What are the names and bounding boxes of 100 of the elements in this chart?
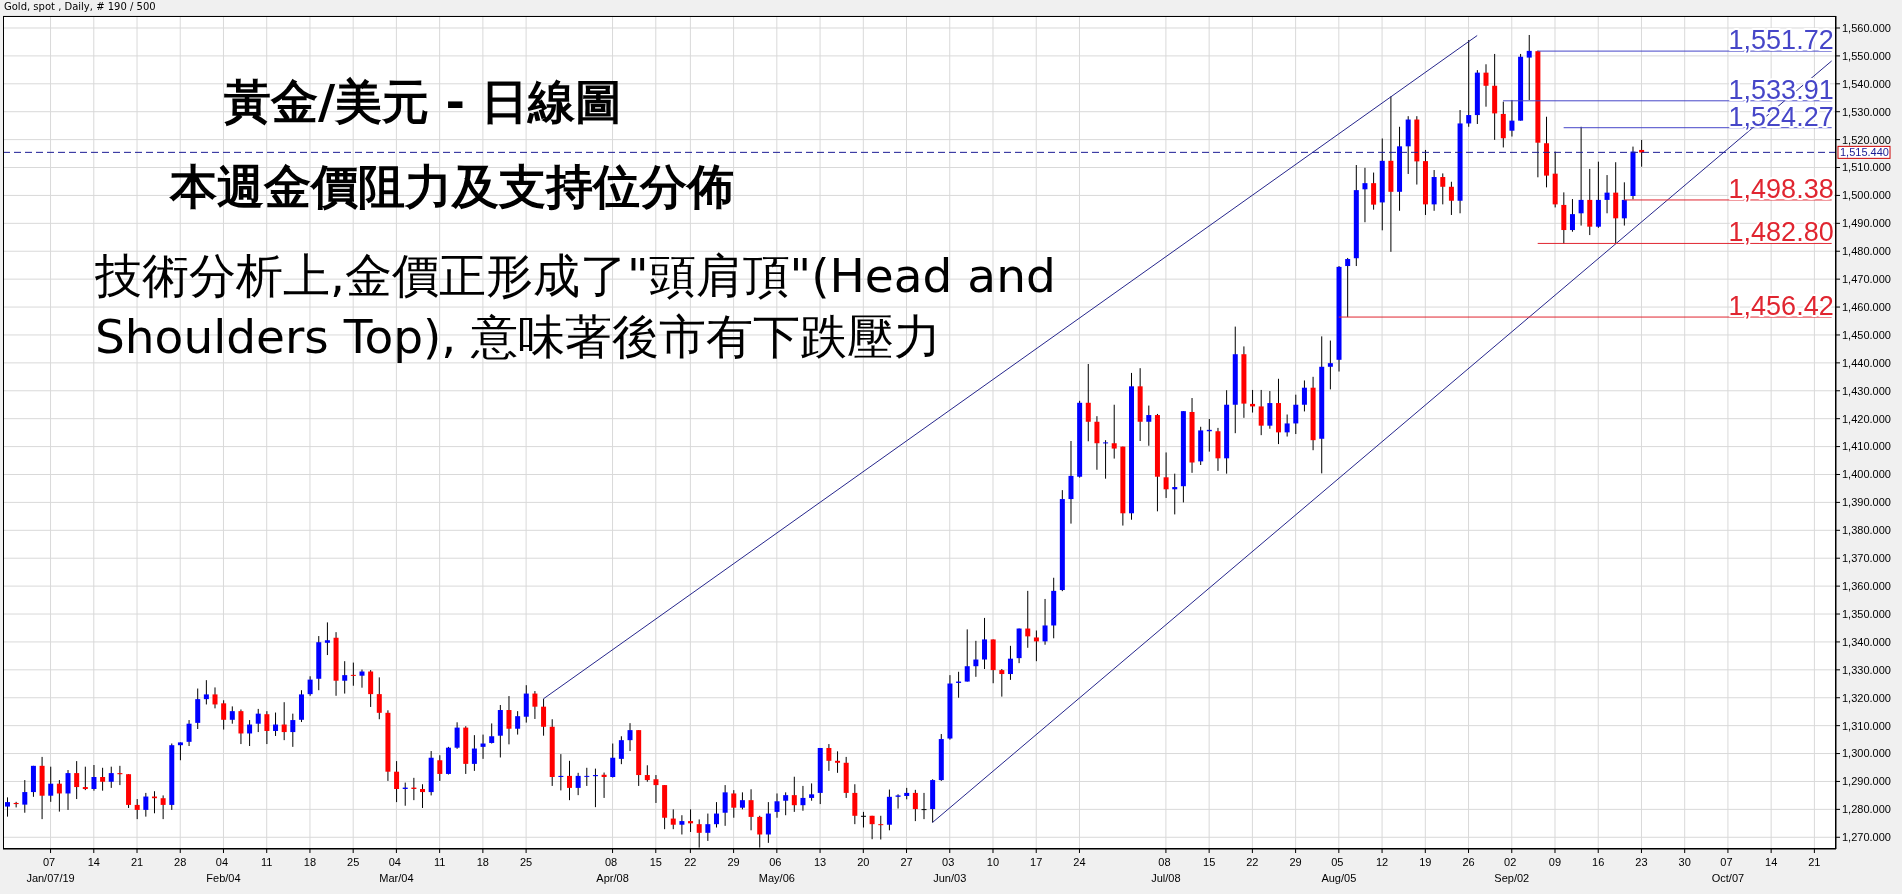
candlestick [420,783,426,809]
x-tick-label: 13 [813,856,827,868]
x-tick-label: 07 Oct/07 [1711,856,1745,884]
candlestick [506,695,512,745]
x-tick-label: 22 [1246,856,1259,868]
x-tick-label: 27 [900,856,913,868]
candlestick [134,798,140,820]
y-tick-label: 1,470.000 [1842,273,1891,286]
candlestick [982,617,988,670]
candlestick [264,710,270,745]
x-tick-label: 20 [857,856,870,868]
candlestick [324,621,330,656]
candlestick [342,660,348,695]
candlestick [1007,645,1013,681]
y-tick-label: 1,310.000 [1842,719,1891,732]
candlestick [783,791,789,816]
candlestick [567,760,573,801]
y-tick-label: 1,420.000 [1842,412,1891,425]
x-tick-label: 21 [1808,856,1821,868]
candlestick [48,766,54,803]
candlestick [860,811,866,829]
y-tick-label: 1,510.000 [1842,161,1891,174]
y-tick-label: 1,410.000 [1842,440,1891,453]
y-tick-label: 1,460.000 [1842,300,1891,313]
candlestick [1569,198,1575,233]
x-tick-label: 25 [347,856,360,868]
candlestick [791,776,797,813]
candlestick [774,792,780,819]
y-tick-label: 1,360.000 [1842,580,1891,593]
candlestick [195,688,201,730]
candlestick [160,794,166,820]
text: 本週金價阻力及支持位分佈 [170,158,734,216]
candlestick [203,679,209,705]
candlestick [22,779,28,814]
x-tick-label: 08 Jul/08 [1151,856,1181,884]
y-tick-label: 1,430.000 [1842,384,1891,397]
candlestick [964,628,970,683]
candlestick [575,772,581,796]
y-tick-label: 1,390.000 [1842,496,1891,509]
candlestick [541,698,547,737]
x-tick-label: 19 [1419,856,1432,868]
candlestick [1509,99,1515,138]
candlestick [1068,440,1074,525]
candlestick [878,815,884,841]
x-tick-label: 08 Apr/08 [596,856,629,884]
candlestick [999,668,1005,698]
candlestick [532,690,538,720]
candlestick [108,766,114,789]
series-label: 1,551.72 [1728,25,1834,56]
y-tick-label: 1,280.000 [1842,803,1891,816]
annotation: 技術分析上,金價正形成了"頭肩頂"(Head and Shoulders Top), 意味著後市有下跌壓力 [95,247,1057,366]
x-tick-label: 05 Aug/05 [1321,856,1357,884]
candlestick [895,793,901,810]
candlestick [1258,389,1264,436]
y-tick-label: 1,520.000 [1842,133,1891,146]
candlestick [91,764,97,792]
y-tick-label: 1,530.000 [1842,105,1891,118]
x-tick-label: 28 [174,856,187,868]
x-tick-label: 16 [1592,856,1605,868]
candlestick [1466,39,1472,128]
candlestick [1345,257,1351,318]
candlestick [627,722,633,752]
candlestick [376,676,382,720]
y-tick-label: 1,300.000 [1842,747,1891,760]
candlestick [281,701,287,741]
candlestick [350,662,356,687]
candlestick [705,813,711,842]
candlestick [1094,415,1100,471]
y-tick-label: 1,370.000 [1842,552,1891,565]
x-tick-label: 11 [261,856,273,868]
candlestick [1371,172,1377,211]
candlestick [56,779,62,813]
candlestick [74,760,80,800]
y-tick-label: 1,320.000 [1842,691,1891,704]
candlestick [688,808,694,833]
candlestick [1025,590,1031,649]
y-tick-label: 1,440.000 [1842,356,1891,369]
candlestick [765,801,771,844]
x-tick-label: 07 Jan/07/19 [26,856,75,884]
candlestick [584,767,590,787]
candlestick [1111,404,1117,460]
candlestick [618,735,624,765]
y-tick-label: 1,450.000 [1842,328,1891,341]
x-tick-label: 03 Jun/03 [933,856,967,884]
candlestick [1163,451,1169,499]
x-tick-label: 15 [649,856,662,868]
series-label: 1,482.80 [1728,217,1834,248]
x-tick-label: 09 [1548,856,1562,868]
y-tick-label: 1,340.000 [1842,635,1891,648]
x-tick-label: 29 [1289,856,1302,868]
x-tick-label: 06 May/06 [758,856,795,884]
x-tick-label: 30 [1678,856,1691,868]
y-tick-label: 1,350.000 [1842,607,1891,620]
candlestick [1327,340,1333,390]
candlestick [368,669,374,708]
candlestick [679,814,685,835]
candlestick [212,686,218,709]
candlestick [523,684,529,724]
candlestick [471,734,477,772]
candlestick [670,808,676,830]
